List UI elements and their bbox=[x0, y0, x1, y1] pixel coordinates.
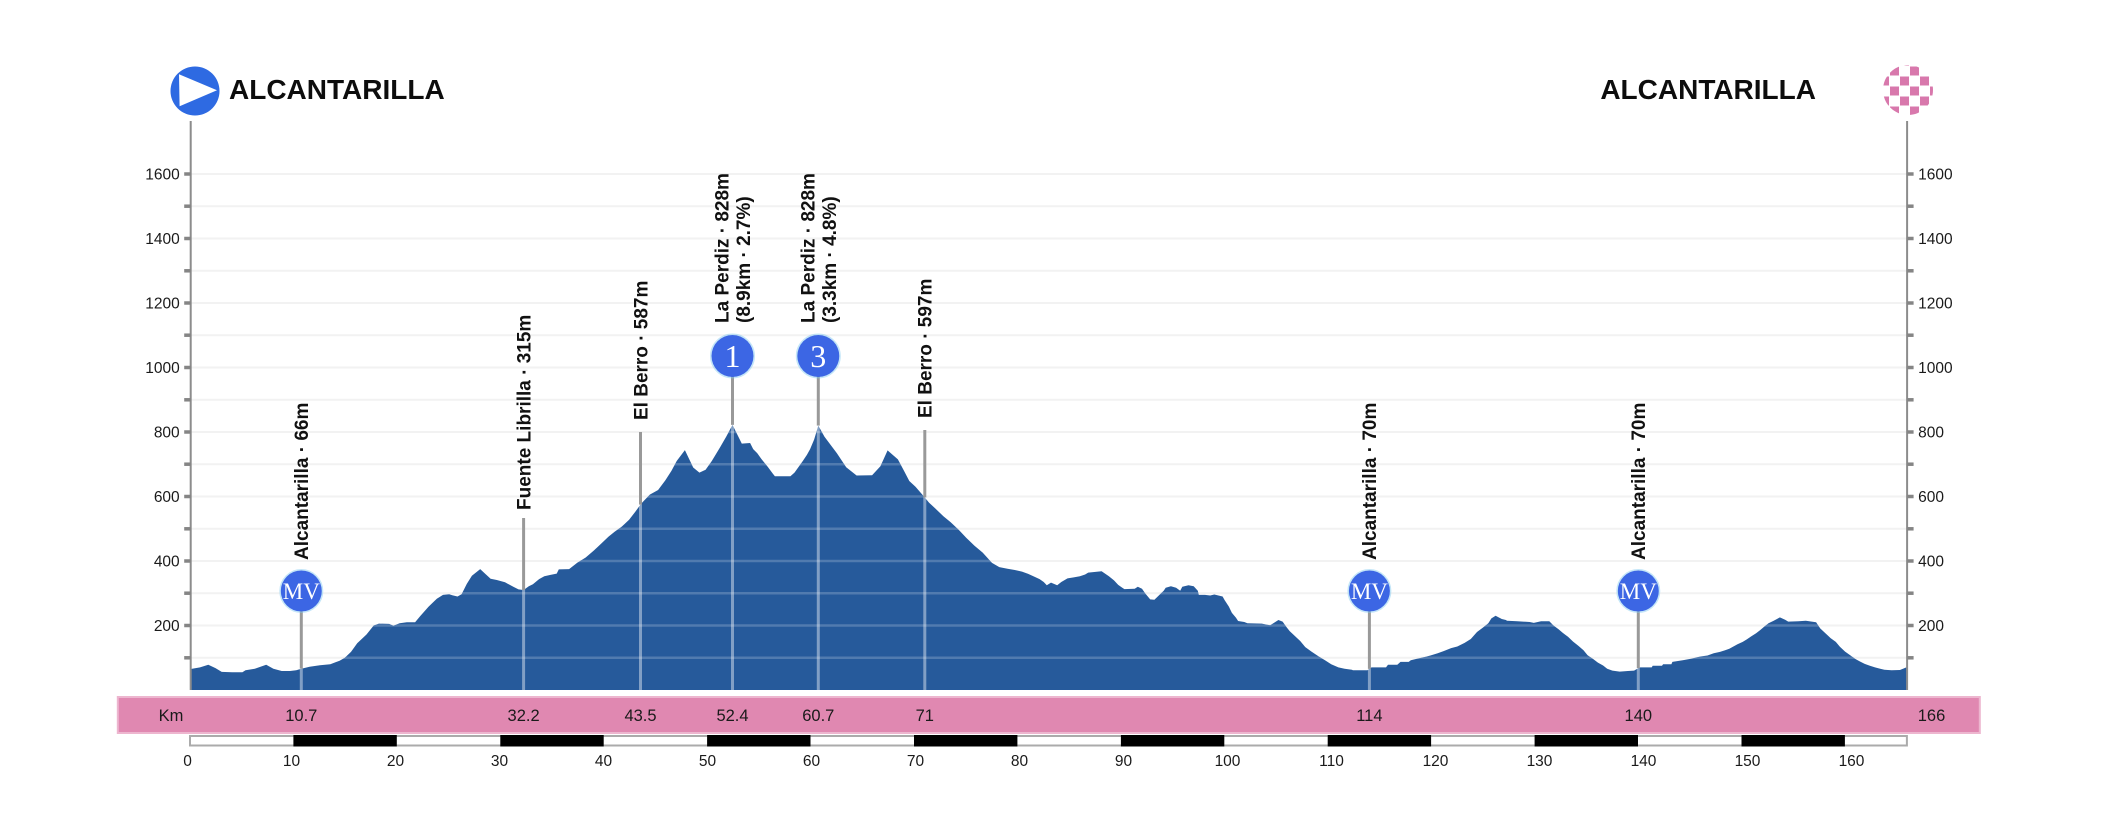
svg-text:130: 130 bbox=[1527, 753, 1553, 770]
svg-text:100: 100 bbox=[1215, 753, 1241, 770]
svg-text:60: 60 bbox=[803, 753, 821, 770]
svg-text:30: 30 bbox=[491, 753, 509, 770]
svg-text:20: 20 bbox=[387, 753, 405, 770]
svg-text:La Perdiz · 828m: La Perdiz · 828m bbox=[713, 173, 734, 323]
svg-text:140: 140 bbox=[1631, 753, 1657, 770]
svg-text:90: 90 bbox=[1115, 753, 1133, 770]
svg-text:10.7: 10.7 bbox=[285, 707, 317, 725]
svg-text:600: 600 bbox=[1918, 489, 1944, 506]
svg-text:Fuente Librilla · 315m: Fuente Librilla · 315m bbox=[514, 315, 535, 510]
svg-text:200: 200 bbox=[1918, 618, 1944, 635]
svg-text:800: 800 bbox=[154, 425, 180, 442]
svg-text:10: 10 bbox=[283, 753, 301, 770]
svg-text:43.5: 43.5 bbox=[624, 707, 656, 725]
svg-text:52.4: 52.4 bbox=[716, 707, 748, 725]
svg-text:1400: 1400 bbox=[1918, 231, 1953, 248]
svg-text:60.7: 60.7 bbox=[802, 707, 834, 725]
svg-text:114: 114 bbox=[1356, 707, 1382, 725]
svg-text:MV: MV bbox=[1620, 579, 1657, 604]
svg-text:150: 150 bbox=[1735, 753, 1761, 770]
svg-text:MV: MV bbox=[1351, 579, 1388, 604]
svg-text:166: 166 bbox=[1918, 707, 1946, 725]
svg-text:3: 3 bbox=[810, 338, 826, 374]
svg-text:(3.3km · 4.8%): (3.3km · 4.8%) bbox=[820, 196, 841, 323]
svg-text:80: 80 bbox=[1011, 753, 1029, 770]
svg-text:1600: 1600 bbox=[145, 167, 180, 184]
svg-text:El Berro · 597m: El Berro · 597m bbox=[916, 279, 937, 418]
svg-text:400: 400 bbox=[1918, 554, 1944, 571]
svg-text:La Perdiz · 828m: La Perdiz · 828m bbox=[798, 173, 819, 323]
svg-text:1600: 1600 bbox=[1918, 167, 1953, 184]
svg-text:600: 600 bbox=[154, 489, 180, 506]
svg-text:32.2: 32.2 bbox=[508, 707, 540, 725]
svg-text:50: 50 bbox=[699, 753, 717, 770]
svg-text:Km: Km bbox=[159, 707, 184, 725]
svg-text:Alcantarilla · 70m: Alcantarilla · 70m bbox=[1360, 403, 1381, 560]
svg-text:Alcantarilla · 70m: Alcantarilla · 70m bbox=[1629, 403, 1650, 560]
svg-text:200: 200 bbox=[154, 618, 180, 635]
svg-text:1: 1 bbox=[725, 338, 741, 374]
svg-text:400: 400 bbox=[154, 554, 180, 571]
svg-text:800: 800 bbox=[1918, 425, 1944, 442]
svg-text:140: 140 bbox=[1625, 707, 1653, 725]
svg-text:(8.9km · 2.7%): (8.9km · 2.7%) bbox=[734, 196, 755, 323]
svg-text:40: 40 bbox=[595, 753, 613, 770]
svg-text:70: 70 bbox=[907, 753, 925, 770]
svg-text:Alcantarilla · 66m: Alcantarilla · 66m bbox=[292, 403, 313, 560]
svg-text:71: 71 bbox=[916, 707, 934, 725]
svg-text:1400: 1400 bbox=[145, 231, 180, 248]
svg-text:1200: 1200 bbox=[1918, 296, 1953, 313]
svg-text:MV: MV bbox=[283, 579, 320, 604]
svg-text:1000: 1000 bbox=[1918, 360, 1953, 377]
svg-text:120: 120 bbox=[1423, 753, 1449, 770]
svg-text:ALCANTARILLA: ALCANTARILLA bbox=[229, 74, 445, 105]
svg-text:1000: 1000 bbox=[145, 360, 180, 377]
svg-text:ALCANTARILLA: ALCANTARILLA bbox=[1600, 74, 1816, 105]
svg-text:160: 160 bbox=[1839, 753, 1865, 770]
svg-text:El Berro · 587m: El Berro · 587m bbox=[631, 281, 652, 420]
svg-text:110: 110 bbox=[1319, 753, 1344, 770]
svg-text:0: 0 bbox=[183, 753, 192, 770]
svg-text:1200: 1200 bbox=[145, 296, 180, 313]
